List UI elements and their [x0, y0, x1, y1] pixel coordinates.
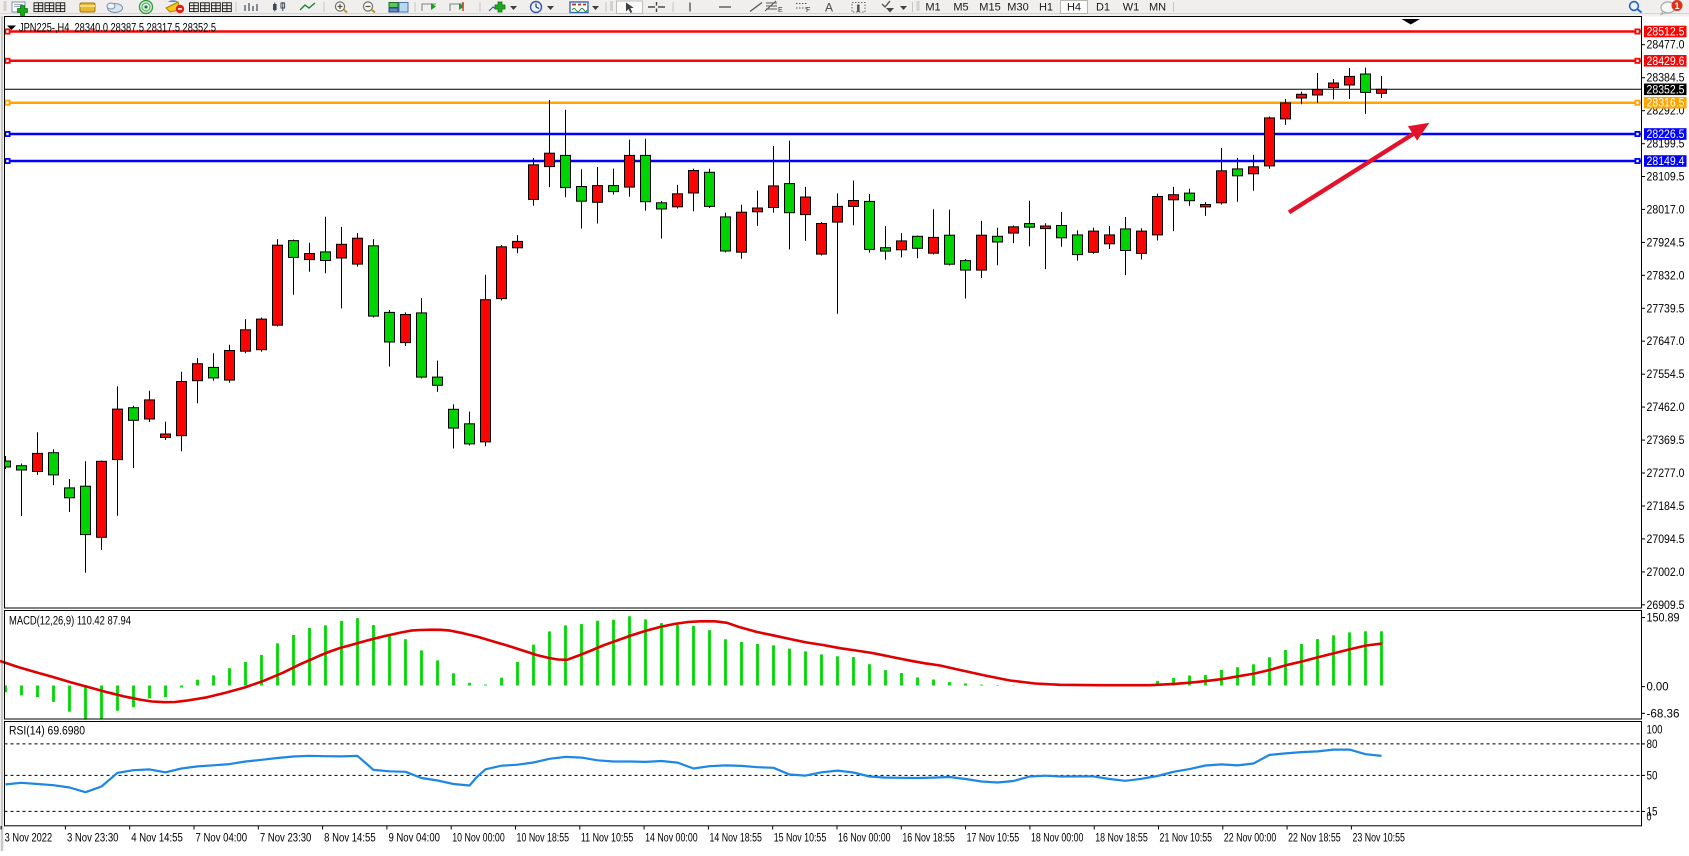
svg-text:27184.5: 27184.5	[1647, 501, 1685, 513]
svg-text:50: 50	[1647, 770, 1658, 782]
svg-text:M30: M30	[1007, 2, 1028, 14]
svg-text:28149.4: 28149.4	[1647, 156, 1686, 168]
svg-text:28199.5: 28199.5	[1647, 139, 1685, 151]
svg-text:27002.0: 27002.0	[1647, 567, 1685, 579]
svg-text:80: 80	[1647, 739, 1658, 751]
svg-text:0.00: 0.00	[1647, 682, 1669, 694]
svg-text:M15: M15	[979, 2, 1000, 14]
svg-text:18 Nov 18:55: 18 Nov 18:55	[1095, 833, 1148, 845]
svg-text:17 Nov 10:55: 17 Nov 10:55	[967, 833, 1020, 845]
svg-text:9 Nov 04:00: 9 Nov 04:00	[388, 833, 440, 845]
svg-text:M5: M5	[953, 2, 968, 14]
svg-text:W1: W1	[1123, 2, 1140, 14]
svg-text:22 Nov 18:55: 22 Nov 18:55	[1288, 833, 1341, 845]
svg-text:22 Nov 00:00: 22 Nov 00:00	[1224, 833, 1277, 845]
svg-text:27277.0: 27277.0	[1647, 468, 1685, 480]
svg-text:14 Nov 18:55: 14 Nov 18:55	[709, 833, 762, 845]
svg-text:27094.5: 27094.5	[1647, 534, 1685, 546]
svg-text:21 Nov 10:55: 21 Nov 10:55	[1160, 833, 1213, 845]
svg-text:28352.5: 28352.5	[1647, 84, 1685, 96]
svg-text:MACD(12,26,9) 110.42 87.94: MACD(12,26,9) 110.42 87.94	[9, 616, 131, 628]
svg-text:3 Nov 23:30: 3 Nov 23:30	[67, 833, 119, 845]
svg-text:23 Nov 10:55: 23 Nov 10:55	[1352, 833, 1405, 845]
svg-text:28292.0: 28292.0	[1647, 106, 1685, 118]
svg-text:10 Nov 18:55: 10 Nov 18:55	[517, 833, 570, 845]
svg-text:15: 15	[1647, 806, 1658, 818]
svg-text:27462.0: 27462.0	[1647, 402, 1685, 414]
svg-text:100: 100	[1647, 725, 1663, 737]
svg-text:D1: D1	[1096, 2, 1110, 14]
svg-text:H4: H4	[1067, 2, 1081, 14]
svg-text:26909.5: 26909.5	[1647, 600, 1685, 612]
svg-text:28316.5: 28316.5	[1647, 98, 1685, 110]
svg-text:-68.36: -68.36	[1647, 708, 1680, 720]
svg-text:14 Nov 00:00: 14 Nov 00:00	[645, 833, 698, 845]
svg-text:28226.5: 28226.5	[1647, 129, 1685, 141]
svg-text:H1: H1	[1039, 2, 1053, 14]
svg-text:150.89: 150.89	[1647, 613, 1680, 625]
svg-text:15 Nov 10:55: 15 Nov 10:55	[774, 833, 827, 845]
svg-text:3 Nov 2022: 3 Nov 2022	[5, 833, 53, 845]
svg-text:1: 1	[1674, 1, 1679, 11]
svg-text:16 Nov 18:55: 16 Nov 18:55	[902, 833, 955, 845]
svg-text:E: E	[778, 7, 783, 14]
svg-text:11 Nov 10:55: 11 Nov 10:55	[581, 833, 634, 845]
svg-text:4 Nov 14:55: 4 Nov 14:55	[131, 833, 183, 845]
svg-text:8 Nov 14:55: 8 Nov 14:55	[324, 833, 376, 845]
svg-text:7 Nov 23:30: 7 Nov 23:30	[260, 833, 312, 845]
svg-text:27369.5: 27369.5	[1647, 435, 1685, 447]
svg-text:0: 0	[1647, 812, 1652, 824]
svg-text:28429.6: 28429.6	[1647, 56, 1685, 68]
svg-text:27739.5: 27739.5	[1647, 303, 1685, 315]
svg-text:27924.5: 27924.5	[1647, 237, 1685, 249]
svg-text:JPN225-,H4 28340.0 28387.5 28: JPN225-,H4 28340.0 28387.5 28317.5 28352…	[19, 21, 216, 35]
svg-text:28017.0: 28017.0	[1647, 204, 1685, 216]
svg-text:MN: MN	[1149, 2, 1166, 14]
svg-text:M1: M1	[925, 2, 940, 14]
svg-text:18 Nov 00:00: 18 Nov 00:00	[1031, 833, 1084, 845]
svg-text:27554.5: 27554.5	[1647, 369, 1685, 381]
svg-text:16 Nov 00:00: 16 Nov 00:00	[838, 833, 891, 845]
svg-text:27647.0: 27647.0	[1647, 336, 1685, 348]
svg-text:28109.5: 28109.5	[1647, 172, 1685, 184]
svg-text:RSI(14) 69.6980: RSI(14) 69.6980	[9, 726, 85, 738]
svg-text:F: F	[806, 7, 810, 14]
svg-text:28512.5: 28512.5	[1647, 27, 1685, 39]
svg-text:28477.0: 28477.0	[1647, 40, 1685, 52]
svg-text:27832.0: 27832.0	[1647, 270, 1685, 282]
svg-text:10 Nov 00:00: 10 Nov 00:00	[452, 833, 505, 845]
svg-text:7 Nov 04:00: 7 Nov 04:00	[196, 833, 248, 845]
svg-text:28384.5: 28384.5	[1647, 73, 1685, 85]
svg-text:A: A	[825, 1, 833, 15]
